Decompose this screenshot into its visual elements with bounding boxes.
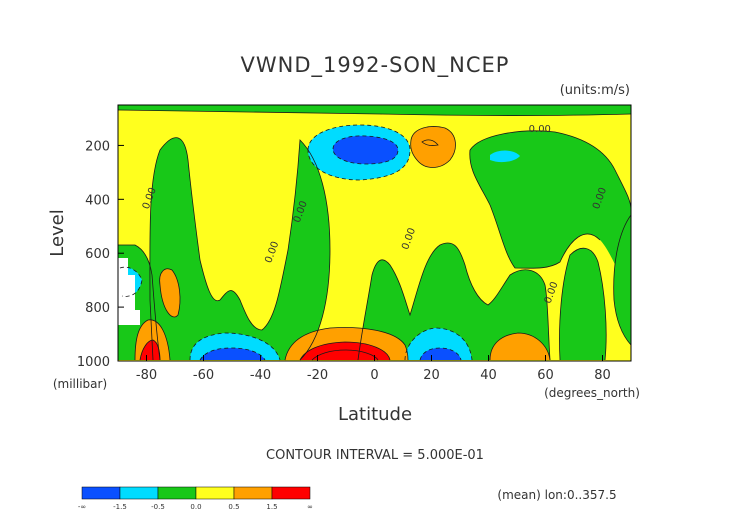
colorbar-label: -∞ bbox=[78, 503, 86, 511]
field-green-right-edge bbox=[559, 248, 607, 360]
field-red-sh-bottom bbox=[300, 342, 390, 360]
y-tick-label: 600 bbox=[85, 247, 110, 262]
y-axis-units: (millibar) bbox=[53, 377, 107, 391]
colorbar-label: 0.5 bbox=[228, 503, 239, 511]
field-blue-upper-core bbox=[333, 135, 398, 164]
field-green-center bbox=[358, 242, 550, 360]
x-axis-units: (degrees_north) bbox=[544, 386, 640, 400]
y-axis-label: Level bbox=[47, 209, 68, 257]
units-label: (units:m/s) bbox=[560, 83, 630, 98]
colorbar-label: -0.5 bbox=[151, 503, 165, 511]
y-tick-label: 800 bbox=[85, 301, 110, 316]
field-green-nh-upper bbox=[469, 130, 631, 300]
contour-label: 0.00 bbox=[529, 124, 551, 135]
x-tick-label: 0 bbox=[370, 368, 378, 383]
colorbar-label: -1.5 bbox=[113, 503, 127, 511]
field-orange-sh-mid bbox=[159, 268, 180, 317]
colorbar-swatch bbox=[195, 486, 235, 500]
footer-text: (mean) lon:0..357.5 bbox=[497, 488, 616, 502]
contour-lines bbox=[118, 109, 631, 361]
y-axis: 200 400 600 800 1000 bbox=[77, 139, 124, 370]
colorbar-label: 0.0 bbox=[190, 503, 201, 511]
field-cyan-nh-blob bbox=[490, 150, 520, 163]
colorbar-swatch bbox=[271, 486, 311, 500]
plot-area: 0.000.000.000.000.000.000.00 bbox=[118, 105, 631, 361]
colorbar: -∞ -1.5 -0.5 0.0 0.5 1.5 ∞ bbox=[78, 486, 313, 511]
chart-title: VWND_1992-SON_NCEP bbox=[241, 53, 510, 78]
x-tick-label: 20 bbox=[423, 368, 440, 383]
x-tick-label: -60 bbox=[193, 368, 214, 383]
field-blue-nh-bottom bbox=[420, 348, 461, 360]
x-tick-label: 40 bbox=[480, 368, 497, 383]
y-tick-label: 1000 bbox=[77, 355, 110, 370]
colorbar-label: 1.5 bbox=[266, 503, 277, 511]
x-tick-label: -20 bbox=[307, 368, 328, 383]
x-axis: -80 -60 -40 -20 0 20 40 60 80 bbox=[136, 355, 611, 383]
colorbar-swatch bbox=[119, 486, 159, 500]
field-green-sh-west bbox=[149, 137, 330, 360]
x-tick-label: -80 bbox=[136, 368, 157, 383]
field-red-far-sh bbox=[140, 340, 160, 360]
x-axis-label: Latitude bbox=[338, 404, 412, 425]
field-orange-upper-nh bbox=[410, 126, 456, 168]
field-cyan-nh-bottom bbox=[405, 328, 472, 360]
field-orange-nh-bottom bbox=[490, 333, 550, 360]
colorbar-swatch bbox=[233, 486, 273, 500]
y-tick-label: 200 bbox=[85, 139, 110, 154]
colorbar-label: ∞ bbox=[307, 503, 313, 511]
field-green-top-band bbox=[118, 105, 631, 116]
contour-interval-text: CONTOUR INTERVAL = 5.000E-01 bbox=[266, 448, 484, 463]
missing-data-mask bbox=[118, 258, 140, 325]
x-tick-label: 60 bbox=[537, 368, 554, 383]
x-tick-label: 80 bbox=[594, 368, 611, 383]
x-tick-label: -40 bbox=[250, 368, 271, 383]
colorbar-swatch bbox=[157, 486, 197, 500]
field-blue-sh-bottom bbox=[200, 348, 265, 360]
y-tick-label: 400 bbox=[85, 193, 110, 208]
colorbar-swatch bbox=[81, 486, 121, 500]
